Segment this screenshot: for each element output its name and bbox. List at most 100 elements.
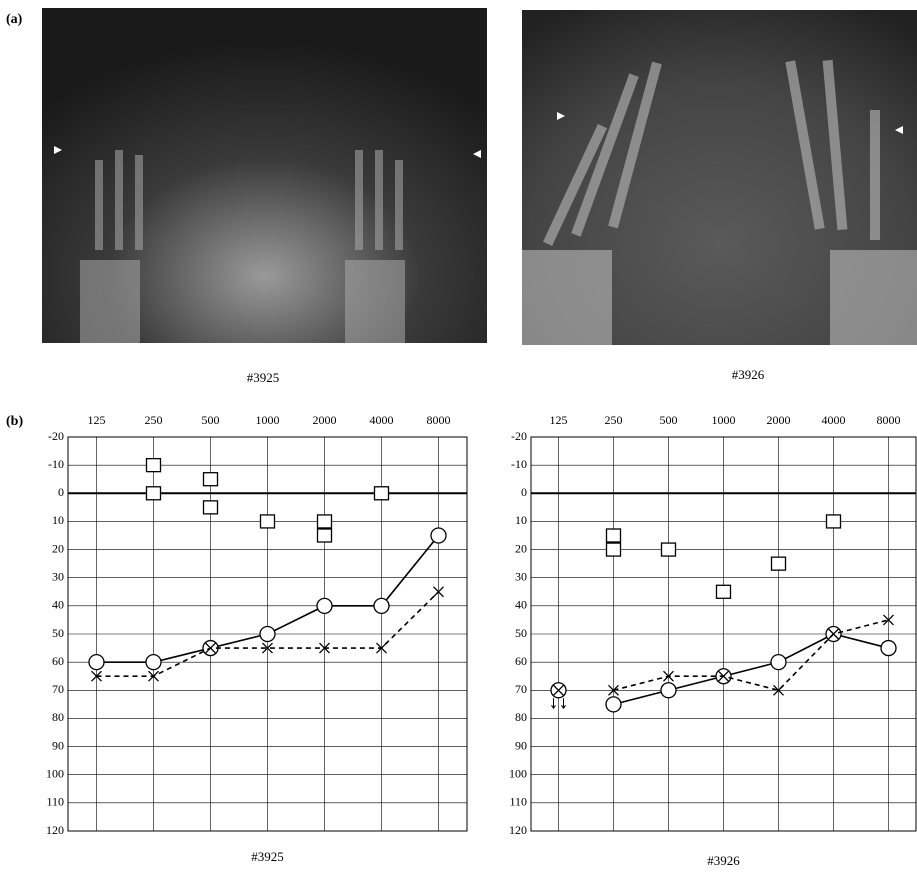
image-caption: #3926	[732, 367, 765, 382]
data-marker	[318, 515, 332, 528]
y-tick-label: 70	[515, 682, 527, 696]
marker-square	[772, 557, 786, 570]
data-marker	[147, 487, 161, 500]
x-tick-label: 8000	[877, 413, 901, 427]
data-marker	[771, 655, 786, 670]
y-tick-label: -10	[511, 457, 527, 471]
data-marker	[260, 627, 275, 642]
data-marker	[662, 543, 676, 556]
y-tick-label: 70	[52, 682, 64, 696]
y-tick-label: 60	[52, 654, 64, 668]
data-marker	[146, 655, 161, 670]
y-tick-label: 60	[515, 654, 527, 668]
figure: (a) #3925 #3926 (b) -20 -10 0 10 20 30 40 50 60 7…	[0, 0, 917, 872]
series-line	[614, 620, 889, 690]
marker-square	[204, 473, 218, 486]
y-tick-label: -20	[511, 429, 527, 443]
marker-square	[717, 585, 731, 598]
marker-square	[204, 501, 218, 514]
x-tick-label: 1000	[712, 413, 736, 427]
x-tick-label: 500	[660, 413, 678, 427]
y-tick-label: 40	[52, 598, 64, 612]
x-tick-label: 1000	[256, 413, 280, 427]
panel-label: (b)	[6, 414, 23, 429]
panel-label: (a)	[6, 12, 23, 27]
marker-square	[318, 529, 332, 542]
marker-square	[318, 515, 332, 528]
y-tick-label: 100	[509, 766, 527, 780]
marker-circle	[771, 655, 786, 670]
chart-caption: #3926	[707, 853, 740, 868]
x-tick-label: 2000	[767, 413, 791, 427]
data-marker	[607, 543, 621, 556]
y-tick-label: 100	[46, 766, 64, 780]
marker-circle	[606, 697, 621, 712]
marker-circle	[317, 598, 332, 613]
x-tick-label: 250	[145, 413, 163, 427]
y-tick-label: 0	[521, 485, 527, 499]
y-tick-label: 40	[515, 598, 527, 612]
data-marker	[431, 528, 446, 543]
y-tick-label: 80	[52, 710, 64, 724]
y-tick-label: 110	[46, 795, 64, 809]
y-tick-label: 90	[515, 738, 527, 752]
x-tick-label: 125	[550, 413, 568, 427]
data-marker	[606, 697, 621, 712]
data-marker	[89, 655, 104, 670]
y-tick-label: 20	[52, 541, 64, 555]
data-marker	[204, 501, 218, 514]
y-tick-label: 50	[52, 626, 64, 640]
y-tick-label: 110	[509, 795, 527, 809]
marker-circle	[661, 683, 676, 698]
x-tick-label: 8000	[427, 413, 451, 427]
data-marker	[375, 487, 389, 500]
data-marker	[261, 515, 275, 528]
marker-circle	[146, 655, 161, 670]
marker-square	[147, 487, 161, 500]
x-tick-label: 500	[202, 413, 220, 427]
data-marker	[717, 585, 731, 598]
data-marker	[772, 557, 786, 570]
y-tick-label: -10	[48, 457, 64, 471]
data-marker	[607, 529, 621, 542]
y-tick-label: 120	[46, 823, 64, 837]
marker-circle	[374, 598, 389, 613]
chart-caption: #3925	[251, 849, 284, 864]
marker-circle	[89, 655, 104, 670]
y-tick-label: 30	[52, 569, 64, 583]
y-tick-label: 10	[515, 513, 527, 527]
marker-circle	[260, 627, 275, 642]
marker-square	[607, 543, 621, 556]
data-marker	[317, 598, 332, 613]
y-tick-label: 30	[515, 569, 527, 583]
page: {"figure": {"panel_a_label": "(a)", "pan…	[0, 0, 917, 872]
y-tick-label: -20	[48, 429, 64, 443]
x-tick-label: 2000	[313, 413, 337, 427]
y-tick-label: 90	[52, 738, 64, 752]
marker-square	[827, 515, 841, 528]
data-marker	[881, 641, 896, 656]
x-tick-label: 4000	[370, 413, 394, 427]
y-tick-label: 80	[515, 710, 527, 724]
data-marker	[318, 529, 332, 542]
data-marker	[147, 459, 161, 472]
marker-square	[375, 487, 389, 500]
y-tick-label: 20	[515, 541, 527, 555]
y-tick-label: 50	[515, 626, 527, 640]
x-tick-label: 250	[605, 413, 623, 427]
marker-circle	[431, 528, 446, 543]
marker-square	[261, 515, 275, 528]
x-tick-label: 4000	[822, 413, 846, 427]
data-marker	[661, 683, 676, 698]
marker-square	[662, 543, 676, 556]
x-tick-label: 125	[88, 413, 106, 427]
marker-circle	[881, 641, 896, 656]
y-tick-label: 120	[509, 823, 527, 837]
data-marker	[374, 598, 389, 613]
image-caption: #3925	[247, 370, 280, 385]
series-line	[614, 634, 889, 704]
data-marker	[204, 473, 218, 486]
data-marker	[827, 515, 841, 528]
marker-square	[607, 529, 621, 542]
marker-square	[147, 459, 161, 472]
